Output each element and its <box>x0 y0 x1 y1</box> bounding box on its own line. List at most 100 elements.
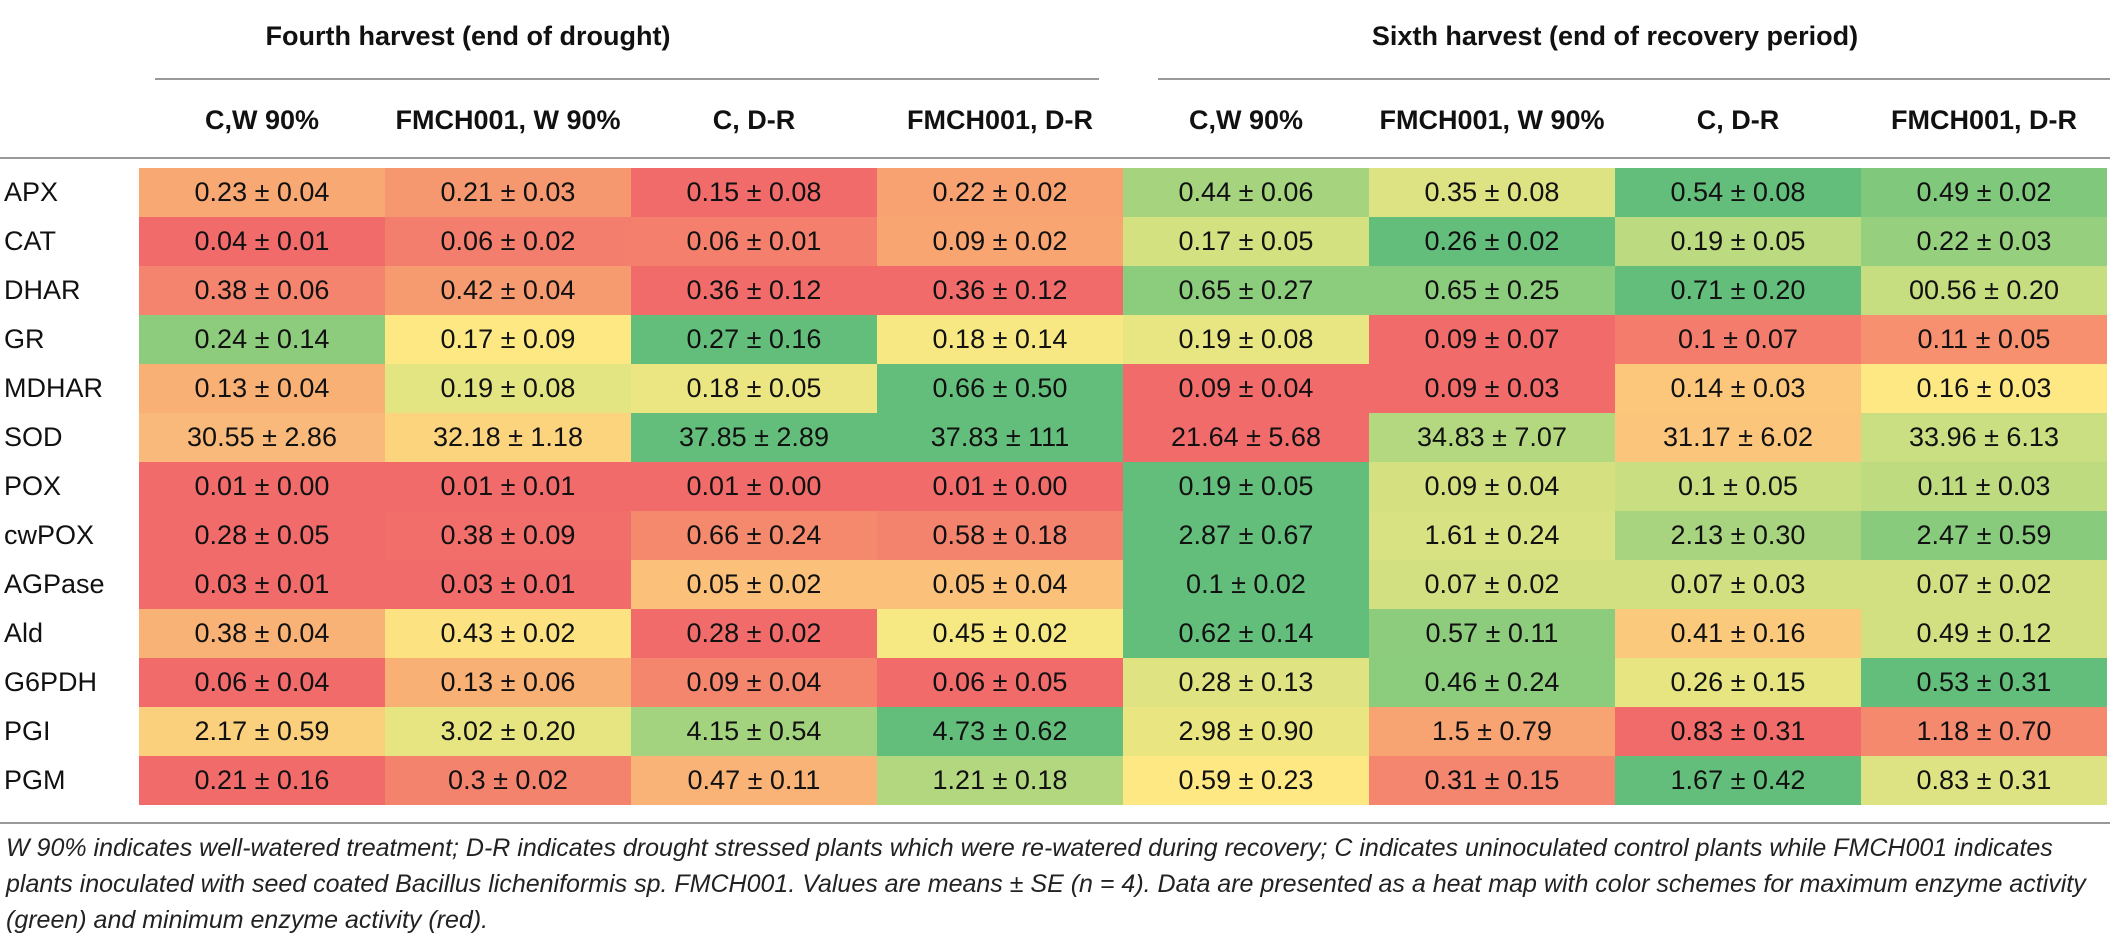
heatmap-cell: 0.03 ± 0.01 <box>385 560 631 609</box>
heatmap-cell: 0.09 ± 0.02 <box>877 217 1123 266</box>
column-header: C,W 90% <box>204 105 320 135</box>
heatmap-cell: 0.21 ± 0.03 <box>385 168 631 217</box>
column-header: FMCH001, D-R <box>906 105 1094 135</box>
row-label: cwPOX <box>4 520 95 550</box>
heatmap-cell: 0.03 ± 0.01 <box>139 560 385 609</box>
heatmap-cell: 32.18 ± 1.18 <box>385 413 631 462</box>
heatmap-cell: 0.3 ± 0.02 <box>385 756 631 805</box>
heatmap-cell: 2.17 ± 0.59 <box>139 707 385 756</box>
row-label: SOD <box>4 422 63 452</box>
table-footnote: W 90% indicates well-watered treatment; … <box>6 834 2086 934</box>
heatmap-cell: 0.28 ± 0.13 <box>1123 658 1369 707</box>
heatmap-cell: 0.22 ± 0.02 <box>877 168 1123 217</box>
heatmap-cell: 0.01 ± 0.00 <box>631 462 877 511</box>
heatmap-cell: 0.07 ± 0.02 <box>1369 560 1615 609</box>
heatmap-cell: 0.19 ± 0.08 <box>385 364 631 413</box>
heatmap-cell: 0.58 ± 0.18 <box>877 511 1123 560</box>
heatmap-cell: 0.47 ± 0.11 <box>631 756 877 805</box>
heatmap-cell: 0.01 ± 0.00 <box>877 462 1123 511</box>
heatmap-cell: 0.83 ± 0.31 <box>1615 707 1861 756</box>
heatmap-cell: 0.46 ± 0.24 <box>1369 658 1615 707</box>
heatmap-cell: 0.07 ± 0.02 <box>1861 560 2107 609</box>
heatmap-cell: 0.09 ± 0.03 <box>1369 364 1615 413</box>
heatmap-cell: 0.66 ± 0.24 <box>631 511 877 560</box>
heatmap-cell: 0.49 ± 0.12 <box>1861 609 2107 658</box>
row-label: AGPase <box>4 569 105 599</box>
heatmap-cell: 0.42 ± 0.04 <box>385 266 631 315</box>
heatmap-cell: 1.67 ± 0.42 <box>1615 756 1861 805</box>
header-bottom-rule <box>0 157 2110 159</box>
heatmap-cell: 37.83 ± 111 <box>877 413 1123 462</box>
heatmap-cell: 0.06 ± 0.01 <box>631 217 877 266</box>
heatmap-cell: 30.55 ± 2.86 <box>139 413 385 462</box>
heatmap-cell: 0.59 ± 0.23 <box>1123 756 1369 805</box>
heatmap-cell: 0.16 ± 0.03 <box>1861 364 2107 413</box>
row-label: GR <box>4 324 45 354</box>
column-header: FMCH001, W 90% <box>395 105 621 135</box>
heatmap-cell: 0.57 ± 0.11 <box>1369 609 1615 658</box>
column-header: C,W 90% <box>1188 105 1304 135</box>
heatmap-cell: 2.87 ± 0.67 <box>1123 511 1369 560</box>
heatmap-cell: 0.44 ± 0.06 <box>1123 168 1369 217</box>
heatmap-cell: 0.83 ± 0.31 <box>1861 756 2107 805</box>
heatmap-cell: 0.15 ± 0.08 <box>631 168 877 217</box>
heatmap-cell: 0.09 ± 0.07 <box>1369 315 1615 364</box>
heatmap-cell: 0.05 ± 0.02 <box>631 560 877 609</box>
heatmap-cell: 0.45 ± 0.02 <box>877 609 1123 658</box>
heatmap-cell: 0.06 ± 0.04 <box>139 658 385 707</box>
heatmap-cell: 0.31 ± 0.15 <box>1369 756 1615 805</box>
heatmap-cell: 0.22 ± 0.03 <box>1861 217 2107 266</box>
heatmap-cell: 31.17 ± 6.02 <box>1615 413 1861 462</box>
heatmap-cell: 21.64 ± 5.68 <box>1123 413 1369 462</box>
row-label: PGI <box>4 716 51 746</box>
heatmap-cell: 1.5 ± 0.79 <box>1369 707 1615 756</box>
heatmap-cell: 0.07 ± 0.03 <box>1615 560 1861 609</box>
heatmap-cell: 0.06 ± 0.05 <box>877 658 1123 707</box>
column-header: FMCH001, W 90% <box>1379 105 1605 135</box>
heatmap-cell: 0.17 ± 0.05 <box>1123 217 1369 266</box>
heatmap-cell: 0.36 ± 0.12 <box>631 266 877 315</box>
heatmap-cell: 0.19 ± 0.05 <box>1123 462 1369 511</box>
row-label: APX <box>4 177 59 207</box>
heatmap-cell: 0.54 ± 0.08 <box>1615 168 1861 217</box>
heatmap-cell: 0.28 ± 0.02 <box>631 609 877 658</box>
group-title-sixth-harvest: Sixth harvest (end of recovery period) <box>1371 21 1859 51</box>
heatmap-cell: 34.83 ± 7.07 <box>1369 413 1615 462</box>
heatmap-cell: 0.11 ± 0.05 <box>1861 315 2107 364</box>
group-divider-sixth-harvest <box>1158 78 2110 80</box>
heatmap-cell: 0.09 ± 0.04 <box>1369 462 1615 511</box>
heatmap-cell: 0.38 ± 0.06 <box>139 266 385 315</box>
heatmap-cell: 0.23 ± 0.04 <box>139 168 385 217</box>
heatmap-cell: 0.38 ± 0.09 <box>385 511 631 560</box>
heatmap-cell: 0.01 ± 0.00 <box>139 462 385 511</box>
heatmap-cell: 0.1 ± 0.05 <box>1615 462 1861 511</box>
heatmap-cell: 0.21 ± 0.16 <box>139 756 385 805</box>
heatmap-cell: 1.18 ± 0.70 <box>1861 707 2107 756</box>
row-label: DHAR <box>4 275 81 305</box>
heatmap-cell: 0.05 ± 0.04 <box>877 560 1123 609</box>
heatmap-cell: 0.11 ± 0.03 <box>1861 462 2107 511</box>
heatmap-cell: 0.18 ± 0.14 <box>877 315 1123 364</box>
heatmap-cell: 0.26 ± 0.15 <box>1615 658 1861 707</box>
heatmap-cell: 0.1 ± 0.07 <box>1615 315 1861 364</box>
heatmap-cell: 0.09 ± 0.04 <box>1123 364 1369 413</box>
heatmap-cell: 0.28 ± 0.05 <box>139 511 385 560</box>
heatmap-cell: 0.35 ± 0.08 <box>1369 168 1615 217</box>
heatmap-cell: 00.56 ± 0.20 <box>1861 266 2107 315</box>
heatmap-cell: 0.66 ± 0.50 <box>877 364 1123 413</box>
column-header: C, D-R <box>712 105 796 135</box>
row-label: PGM <box>4 765 66 795</box>
heatmap-cell: 4.15 ± 0.54 <box>631 707 877 756</box>
heatmap-cell: 1.21 ± 0.18 <box>877 756 1123 805</box>
row-label: Ald <box>4 618 44 648</box>
heatmap-cell: 0.43 ± 0.02 <box>385 609 631 658</box>
heatmap-cell: 0.01 ± 0.01 <box>385 462 631 511</box>
group-title-fourth-harvest: Fourth harvest (end of drought) <box>265 21 671 51</box>
heatmap-cell: 0.41 ± 0.16 <box>1615 609 1861 658</box>
heatmap-cell: 0.09 ± 0.04 <box>631 658 877 707</box>
column-header: FMCH001, D-R <box>1890 105 2078 135</box>
heatmap-cell: 0.62 ± 0.14 <box>1123 609 1369 658</box>
heatmap-cell: 0.65 ± 0.27 <box>1123 266 1369 315</box>
heatmap-cell: 0.06 ± 0.02 <box>385 217 631 266</box>
heatmap-cell: 2.98 ± 0.90 <box>1123 707 1369 756</box>
